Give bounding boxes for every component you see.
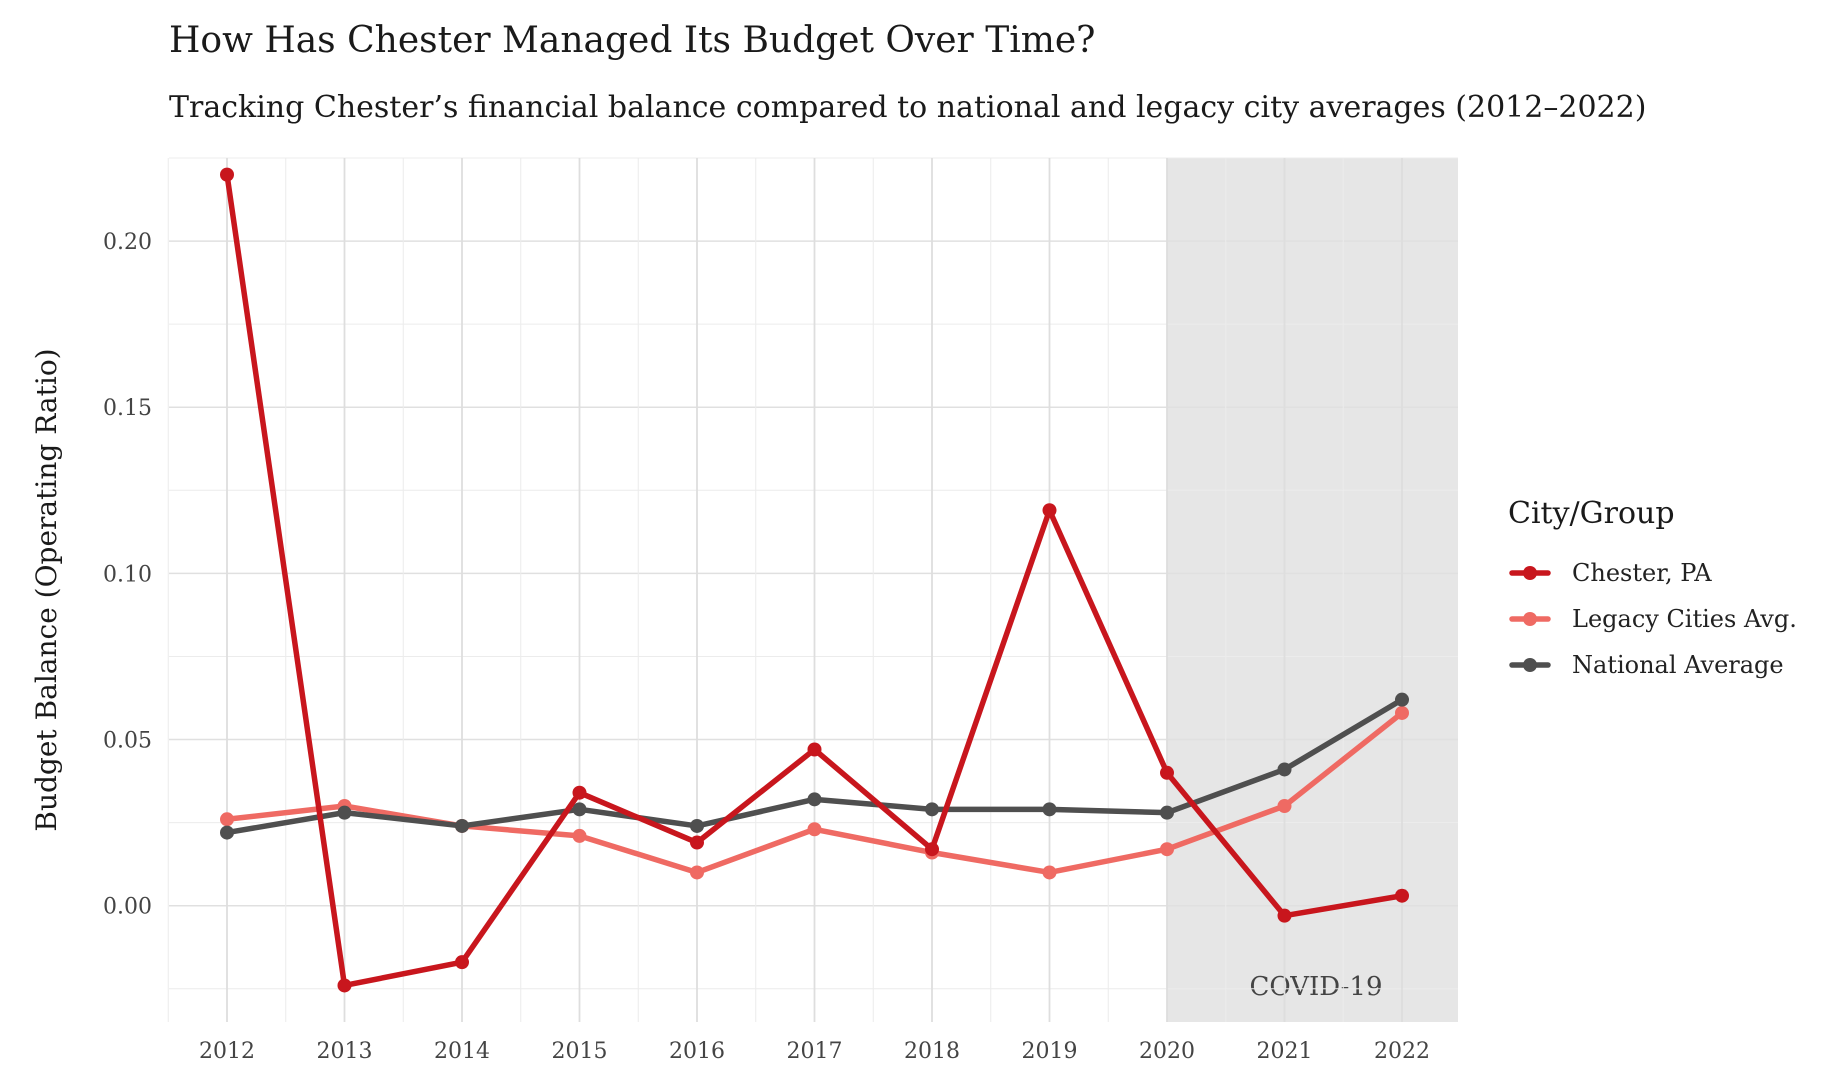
y-tick-label: 0.20 — [103, 230, 152, 255]
data-point-national-average — [1160, 805, 1174, 820]
x-tick-label: 2012 — [199, 1039, 255, 1064]
legend-label-legacy-cities-avg: Legacy Cities Avg. — [1572, 605, 1797, 633]
x-tick-label: 2020 — [1139, 1039, 1195, 1064]
covid-label: COVID-19 — [1250, 972, 1383, 1002]
data-point-legacy-cities-avg — [1277, 799, 1292, 813]
data-point-chester-pa — [925, 842, 939, 857]
legend-layer: City/Group Chester, PA Legacy Cities Avg. N… — [1508, 496, 1797, 679]
x-tick-label: 2013 — [317, 1039, 373, 1064]
x-tick-label: 2017 — [787, 1039, 843, 1064]
legend-key-point — [1523, 658, 1537, 672]
covid-shaded-region — [1167, 158, 1458, 1022]
data-point-legacy-cities-avg — [1160, 842, 1174, 857]
y-axis-title: Budget Balance (Operating Ratio) — [30, 348, 63, 831]
legend-label-chester-pa: Chester, PA — [1572, 559, 1712, 587]
x-tick-label: 2022 — [1374, 1039, 1430, 1064]
data-point-chester-pa — [1277, 908, 1292, 923]
data-point-national-average — [572, 802, 587, 817]
series-layer — [220, 167, 1409, 993]
data-point-chester-pa — [220, 167, 234, 182]
data-point-chester-pa — [572, 785, 587, 800]
x-tick-label: 2015 — [552, 1039, 608, 1064]
y-tick-label: 0.15 — [103, 396, 152, 421]
data-point-chester-pa — [690, 835, 704, 850]
grid-layer — [167, 157, 1458, 1022]
data-point-legacy-cities-avg — [1395, 705, 1409, 720]
legend-title: City/Group — [1508, 496, 1675, 531]
data-point-chester-pa — [1395, 888, 1409, 903]
data-point-legacy-cities-avg — [690, 865, 704, 880]
data-point-chester-pa — [455, 955, 469, 970]
data-point-national-average — [337, 805, 352, 820]
x-tick-label: 2016 — [669, 1039, 725, 1064]
data-point-chester-pa — [1160, 765, 1174, 780]
data-point-national-average — [1277, 762, 1292, 777]
y-tick-label: 0.00 — [103, 895, 152, 920]
legend-key-point — [1523, 566, 1537, 580]
data-point-chester-pa — [337, 978, 352, 993]
chart-title: How Has Chester Managed Its Budget Over … — [169, 20, 1096, 61]
data-point-legacy-cities-avg — [1042, 865, 1057, 880]
data-point-national-average — [807, 792, 822, 807]
data-point-chester-pa — [807, 742, 822, 757]
x-tick-label: 2019 — [1022, 1039, 1078, 1064]
data-point-national-average — [455, 818, 469, 833]
data-point-national-average — [1042, 802, 1057, 817]
y-tick-label: 0.10 — [103, 562, 152, 587]
data-point-national-average — [1395, 692, 1409, 707]
y-tick-label: 0.05 — [103, 729, 152, 754]
legend-key-point — [1523, 612, 1537, 626]
data-point-legacy-cities-avg — [807, 822, 822, 837]
axes-layer: 0.00 0.05 0.10 0.15 0.20 2012 2013 2014 2015 2016… — [30, 230, 1430, 1064]
x-tick-label: 2018 — [904, 1039, 960, 1064]
data-point-legacy-cities-avg — [572, 828, 587, 843]
covid-shade-layer: COVID-19 — [1167, 158, 1458, 1022]
data-point-chester-pa — [1042, 503, 1057, 518]
data-point-national-average — [690, 818, 704, 833]
data-point-national-average — [925, 802, 939, 817]
x-tick-label: 2014 — [434, 1039, 490, 1064]
chart-subtitle: Tracking Chester’s financial balance com… — [169, 90, 1647, 125]
legend-label-national-average: National Average — [1572, 651, 1784, 679]
data-point-legacy-cities-avg — [220, 812, 234, 827]
x-tick-label: 2021 — [1257, 1039, 1313, 1064]
data-point-national-average — [220, 825, 234, 840]
